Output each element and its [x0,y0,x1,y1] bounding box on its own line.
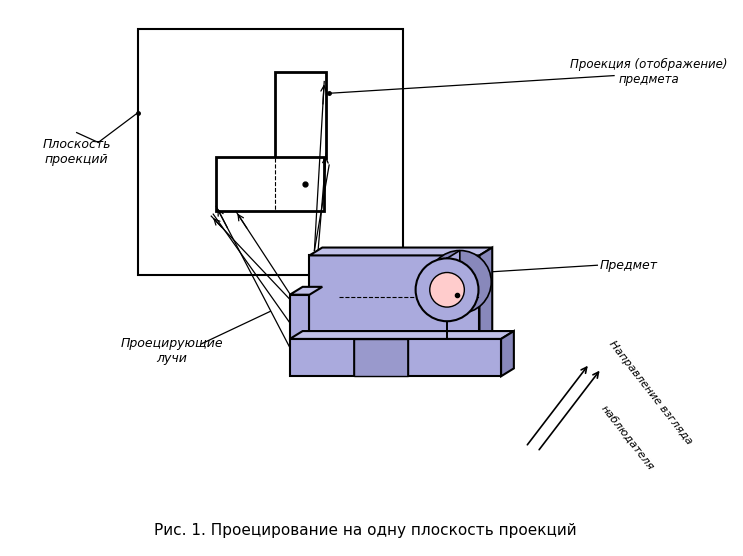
Polygon shape [137,29,403,275]
Polygon shape [501,331,514,376]
Polygon shape [447,251,460,321]
Text: Плоскость
проекций: Плоскость проекций [42,138,111,166]
Ellipse shape [429,272,464,307]
Text: Проецирующие
лучи: Проецирующие лучи [120,337,223,365]
Ellipse shape [415,259,478,321]
Polygon shape [310,247,493,255]
Polygon shape [290,287,322,295]
Polygon shape [290,339,501,376]
Text: Проекция (отображение)
предмета: Проекция (отображение) предмета [570,58,727,86]
Polygon shape [275,72,326,158]
Polygon shape [479,247,493,339]
Polygon shape [354,339,408,376]
Text: Предмет: Предмет [600,259,658,272]
Polygon shape [216,157,324,211]
Polygon shape [290,295,310,339]
Text: Рис. 1. Проецирование на одну плоскость проекций: Рис. 1. Проецирование на одну плоскость … [155,523,577,538]
Text: Направление взгляда: Направление взгляда [607,339,694,446]
Polygon shape [310,255,479,339]
Polygon shape [290,331,514,339]
Ellipse shape [429,251,491,314]
Text: наблюдателя: наблюдателя [600,403,656,471]
